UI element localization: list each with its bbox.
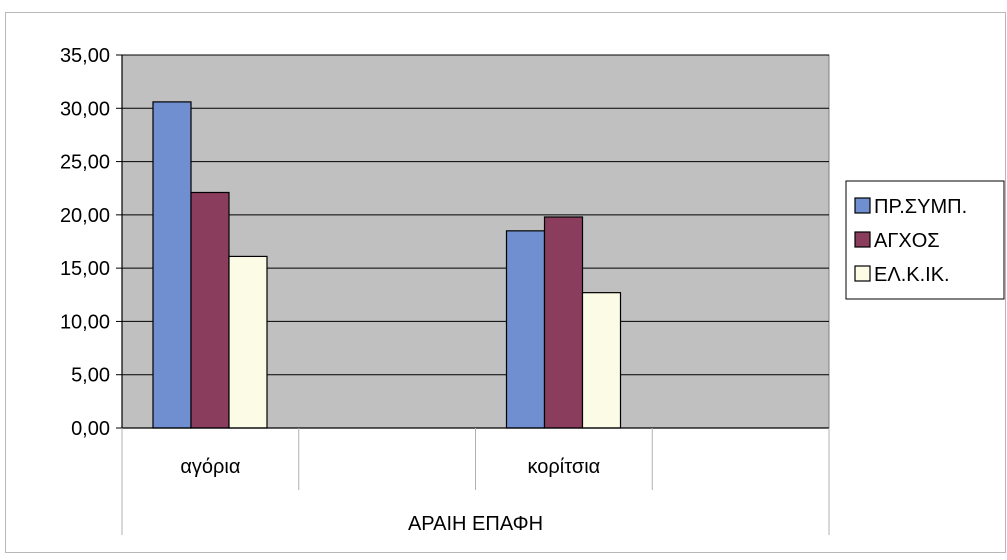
bar-1-3 (505, 230, 546, 429)
legend-swatch-2 (854, 231, 871, 248)
bar-1-1 (152, 101, 192, 429)
y-tick-label: 5,00 (71, 365, 110, 387)
y-tick-label: 0,00 (71, 418, 110, 440)
legend-swatch-3 (854, 265, 871, 282)
bar-3-3 (581, 292, 622, 429)
y-tick-label: 10,00 (60, 311, 110, 333)
legend-label-1: ΠΡ.ΣΥΜΠ. (874, 196, 967, 218)
bar-3-1 (228, 255, 268, 429)
x-axis-title: ΑΡΑΙΗ ΕΠΑΦΗ (408, 513, 543, 535)
y-tick-label: 15,00 (60, 258, 110, 280)
bar-2-3 (543, 216, 584, 429)
legend-label-2: ΑΓΧΟΣ (874, 230, 940, 252)
bar-2-1 (190, 191, 230, 429)
x-tick-label: αγόρια (180, 456, 240, 478)
y-tick-label: 30,00 (60, 98, 110, 120)
x-tick-label: κορίτσια (528, 456, 601, 478)
legend-swatch-1 (854, 197, 871, 214)
y-tick-label: 20,00 (60, 205, 110, 227)
y-tick-label: 35,00 (60, 45, 110, 67)
chart-border (5, 12, 1006, 553)
y-tick-label: 25,00 (60, 152, 110, 174)
legend-label-3: ΕΛ.Κ.ΙΚ. (874, 264, 950, 286)
legend-box (845, 180, 1005, 300)
